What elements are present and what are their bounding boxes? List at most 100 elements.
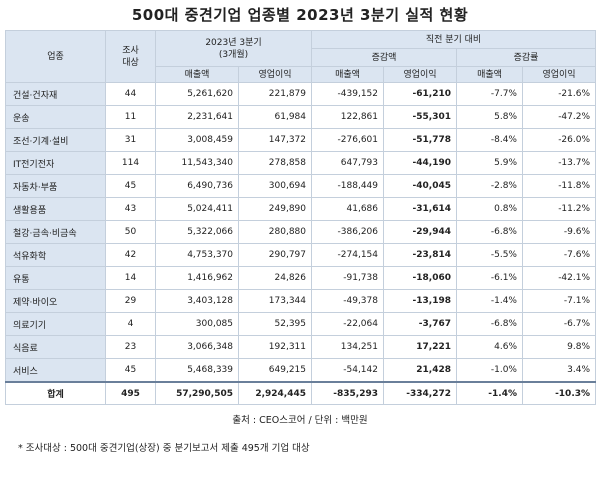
row-sales-chg: -91,738 [311,266,384,290]
row-count: 11 [105,105,156,129]
row-op-profit: 290,797 [238,243,312,267]
row-op-chg: -13,198 [383,289,457,313]
table-row: 서비스 45 5,468,339 649,215 -54,142 21,428 -1.0% 3… [5,358,597,383]
row-sales: 3,008,459 [155,128,239,152]
total-sales-rate: -1.4% [456,381,523,405]
row-op-rate: 3.4% [521,358,597,383]
total-label: 합계 [5,381,106,405]
row-industry: 생활용품 [5,197,106,221]
table-row: 유통 14 1,416,962 24,826 -91,738 -18,060 -6.1% -4… [5,266,597,290]
row-op-chg: 17,221 [383,335,457,359]
row-sales-chg: 122,861 [311,105,384,129]
row-op-chg: 21,428 [383,358,457,383]
row-op-chg: -31,614 [383,197,457,221]
row-industry: 조선·기계·설비 [5,128,106,152]
row-op-rate: -42.1% [521,266,597,290]
row-sales: 300,085 [155,312,239,336]
header-sales: 매출액 [155,66,239,83]
total-op: 2,924,445 [238,381,312,405]
row-op-chg: -3,767 [383,312,457,336]
row-count: 45 [105,174,156,198]
header-q3: 2023년 3분기 (3개월) [155,30,312,67]
row-sales-chg: -188,449 [311,174,384,198]
row-op-profit: 221,879 [238,82,312,106]
header-sales-rate: 매출액 [456,66,523,83]
row-count: 114 [105,151,156,175]
row-sales-rate: -6.8% [456,220,523,244]
row-op-profit: 249,890 [238,197,312,221]
row-industry: 유통 [5,266,106,290]
table-row: 운송 11 2,231,641 61,984 122,861 -55,301 5.8% -47… [5,105,597,129]
row-sales-chg: -54,142 [311,358,384,383]
row-op-chg: -29,944 [383,220,457,244]
row-sales: 4,753,370 [155,243,239,267]
row-op-rate: -9.6% [521,220,597,244]
header-op-chg: 영업이익 [383,66,457,83]
header-surveyed: 조사 대상 [105,30,156,83]
header-change-amount: 증감액 [311,48,457,67]
row-sales-chg: -439,152 [311,82,384,106]
row-sales-chg: -276,601 [311,128,384,152]
row-sales: 2,231,641 [155,105,239,129]
table-row: 석유화학 42 4,753,370 290,797 -274,154 -23,814 -5.… [5,243,597,267]
row-industry: 제약·바이오 [5,289,106,313]
table-row: 제약·바이오 29 3,403,128 173,344 -49,378 -13,198 -1… [5,289,597,313]
row-industry: 자동차·부품 [5,174,106,198]
row-count: 23 [105,335,156,359]
row-sales-rate: -1.4% [456,289,523,313]
total-op-rate: -10.3% [521,381,597,405]
row-sales-rate: 5.9% [456,151,523,175]
total-row: 합계 495 57,290,505 2,924,445 -835,293 -33… [5,381,597,405]
source-note: 출처 : CEO스코어 / 단위 : 백만원 [232,415,368,426]
row-op-rate: -21.6% [521,82,597,106]
table-row: 생활용품 43 5,024,411 249,890 41,686 -31,614 0.8% -… [5,197,597,221]
row-op-rate: -6.7% [521,312,597,336]
row-op-rate: -7.6% [521,243,597,267]
row-op-profit: 278,858 [238,151,312,175]
row-op-profit: 61,984 [238,105,312,129]
row-sales-chg: 647,793 [311,151,384,175]
table-row: 철강·금속·비금속 50 5,322,066 280,880 -386,206 -29,9… [5,220,597,244]
row-sales-rate: -1.0% [456,358,523,383]
header-sales-chg: 매출액 [311,66,384,83]
row-op-rate: -7.1% [521,289,597,313]
row-sales: 3,066,348 [155,335,239,359]
table-row: 의료기기 4 300,085 52,395 -22,064 -3,767 -6.8% -6.7… [5,312,597,336]
row-industry: IT전기전자 [5,151,106,175]
row-op-rate: -13.7% [521,151,597,175]
row-sales-rate: -6.8% [456,312,523,336]
row-op-rate: 9.8% [521,335,597,359]
table-row: 식음료 23 3,066,348 192,311 134,251 17,221 4.6% 9.… [5,335,597,359]
row-op-chg: -40,045 [383,174,457,198]
row-count: 4 [105,312,156,336]
row-op-chg: -55,301 [383,105,457,129]
table-row: 자동차·부품 45 6,490,736 300,694 -188,449 -40,045-… [5,174,597,198]
row-op-profit: 52,395 [238,312,312,336]
row-op-chg: -18,060 [383,266,457,290]
row-count: 43 [105,197,156,221]
row-op-rate: -11.2% [521,197,597,221]
header-prev-compare: 직전 분기 대비 [310,30,597,49]
row-op-profit: 300,694 [238,174,312,198]
row-sales-rate: 0.8% [456,197,523,221]
row-sales-chg: 41,686 [311,197,384,221]
header-industry: 업종 [5,30,106,83]
row-sales-rate: -5.5% [456,243,523,267]
row-op-chg: -61,210 [383,82,457,106]
row-op-profit: 192,311 [238,335,312,359]
header-op-profit: 영업이익 [238,66,312,83]
row-op-chg: -23,814 [383,243,457,267]
row-op-profit: 280,880 [238,220,312,244]
table-row: IT전기전자 114 11,543,340 278,858 647,793 -44,190… [5,151,597,175]
row-count: 29 [105,289,156,313]
row-industry: 서비스 [5,358,106,383]
row-sales: 5,468,339 [155,358,239,383]
row-industry: 석유화학 [5,243,106,267]
row-sales-chg: -274,154 [311,243,384,267]
row-op-chg: -44,190 [383,151,457,175]
row-sales: 11,543,340 [155,151,239,175]
header-change-rate: 증감률 [455,48,597,67]
row-op-profit: 147,372 [238,128,312,152]
total-count: 495 [105,381,156,405]
row-sales-rate: 4.6% [456,335,523,359]
